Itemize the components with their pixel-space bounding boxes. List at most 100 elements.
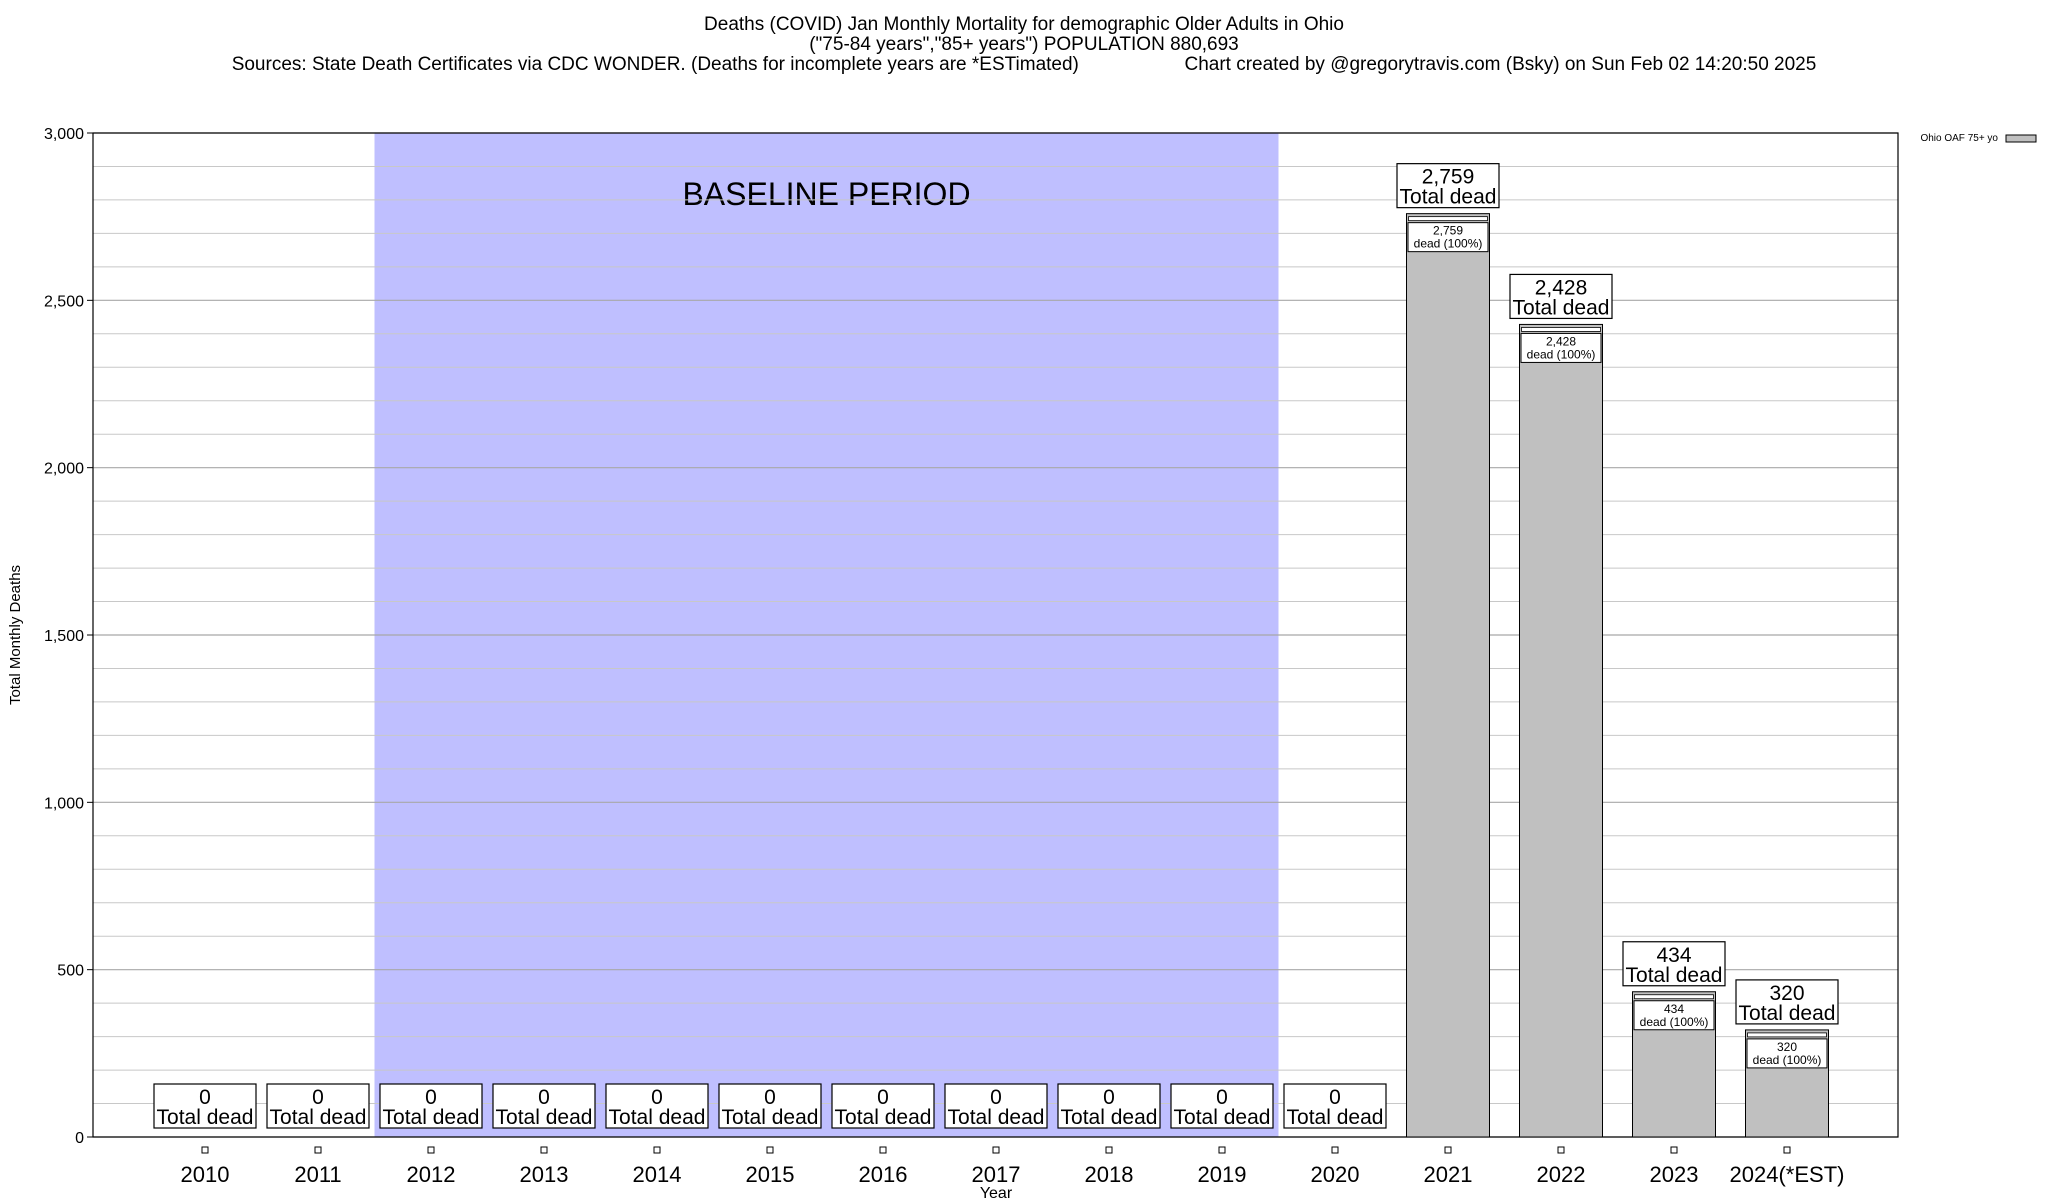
total-label-value: 2,428 [1535, 276, 1588, 299]
x-tick-marker [1331, 1146, 1339, 1154]
y-tick-label: 2,000 [44, 461, 84, 478]
total-label-value: 0 [764, 1086, 776, 1109]
x-tick-marker [314, 1146, 322, 1154]
x-tick-marker [1670, 1146, 1678, 1154]
total-label-box [492, 1083, 596, 1129]
total-label-value: 0 [990, 1086, 1002, 1109]
inner-label-value: 2,428 [1546, 334, 1576, 348]
total-label-box [266, 1083, 370, 1129]
total-label-suffix: Total dead [157, 1106, 254, 1129]
chart-title: Deaths (COVID) Jan Monthly Mortality for… [704, 14, 1344, 35]
x-tick-marker [1105, 1146, 1113, 1154]
total-label-suffix: Total dead [835, 1106, 932, 1129]
inner-label-value: 320 [1777, 1040, 1797, 1054]
x-tick-label: 2015 [746, 1162, 795, 1187]
total-label-box [718, 1083, 822, 1129]
x-tick-marker [201, 1146, 209, 1154]
x-tick-marker [879, 1146, 887, 1154]
baseline-period-label: BASELINE PERIOD [682, 176, 970, 212]
total-label-suffix: Total dead [1513, 296, 1610, 319]
total-label-box [1170, 1083, 1274, 1129]
y-tick-label: 500 [57, 963, 84, 980]
total-label-suffix: Total dead [1287, 1106, 1384, 1129]
total-label-value: 0 [1103, 1086, 1115, 1109]
total-label-box [1509, 273, 1613, 320]
x-tick-label: 2020 [1311, 1162, 1360, 1187]
x-tick-marker [427, 1146, 435, 1154]
total-label-box [1396, 163, 1500, 209]
total-label-suffix: Total dead [1400, 186, 1497, 209]
sources-text: Sources: State Death Certificates via CD… [231, 54, 1079, 75]
x-tick-marker [1444, 1146, 1452, 1154]
x-tick-label: 2017 [972, 1162, 1021, 1187]
total-label-value: 0 [199, 1086, 211, 1109]
total-label-value: 0 [538, 1086, 550, 1109]
x-tick-label: 2023 [1650, 1162, 1699, 1187]
total-label-box [379, 1083, 483, 1129]
x-axis-label: Year [980, 1185, 1013, 1200]
total-label-value: 0 [312, 1086, 324, 1109]
total-label-value: 0 [425, 1086, 437, 1109]
total-label-value: 0 [651, 1086, 663, 1109]
total-label-suffix: Total dead [1061, 1106, 1158, 1129]
inner-label-box [1633, 1000, 1715, 1031]
inner-label-percent: dead (100%) [1640, 1015, 1709, 1029]
inner-label-percent: dead (100%) [1414, 237, 1483, 251]
x-tick-label: 2013 [520, 1162, 569, 1187]
chart-subtitle: ("75-84 years","85+ years") POPULATION 8… [809, 34, 1239, 55]
inner-label-box [1520, 332, 1602, 363]
total-label-box [1283, 1083, 1387, 1129]
chart-sources-line: Sources: State Death Certificates via CD… [0, 54, 2048, 76]
total-label-box [1622, 941, 1726, 987]
total-label-value: 0 [1329, 1086, 1341, 1109]
total-label-suffix: Total dead [722, 1106, 819, 1129]
bar [1406, 213, 1490, 1138]
x-tick-marker [653, 1146, 661, 1154]
x-tick-marker [1218, 1146, 1226, 1154]
total-label-value: 2,759 [1422, 166, 1475, 189]
y-tick-label: 0 [75, 1130, 84, 1147]
x-tick-marker [1557, 1146, 1565, 1154]
x-tick-label: 2019 [1198, 1162, 1247, 1187]
total-label-suffix: Total dead [270, 1106, 367, 1129]
total-label-suffix: Total dead [1174, 1106, 1271, 1129]
total-label-value: 434 [1656, 944, 1691, 967]
total-label-box [153, 1083, 257, 1129]
total-label-suffix: Total dead [1626, 964, 1723, 987]
total-label-suffix: Total dead [948, 1106, 1045, 1129]
total-label-box [831, 1083, 935, 1129]
inner-label-box [1407, 222, 1489, 253]
total-label-box [1735, 979, 1839, 1025]
x-tick-label: 2012 [407, 1162, 456, 1187]
x-tick-marker [992, 1146, 1000, 1154]
legend-swatch [2005, 134, 2037, 143]
bar-cap [1521, 327, 1601, 332]
total-label-value: 0 [877, 1086, 889, 1109]
total-label-suffix: Total dead [609, 1106, 706, 1129]
legend-label: Ohio OAF 75+ yo [1920, 133, 1998, 144]
x-tick-marker [1783, 1146, 1791, 1154]
total-label-box [605, 1083, 709, 1129]
inner-label-value: 2,759 [1433, 224, 1463, 238]
x-tick-label: 2024(*EST) [1730, 1162, 1845, 1187]
y-axis-label: Total Monthly Deaths [7, 565, 24, 705]
total-label-value: 320 [1769, 982, 1804, 1005]
y-tick-label: 2,500 [44, 293, 84, 310]
inner-label-box [1746, 1038, 1828, 1069]
total-label-suffix: Total dead [1739, 1002, 1836, 1025]
x-tick-marker [766, 1146, 774, 1154]
x-tick-label: 2010 [181, 1162, 230, 1187]
x-tick-label: 2011 [294, 1162, 341, 1187]
bar-cap [1747, 1032, 1827, 1038]
bar-cap [1634, 994, 1714, 1000]
x-tick-marker [540, 1146, 548, 1154]
total-label-value: 0 [1216, 1086, 1228, 1109]
bar [1519, 323, 1603, 1138]
credit-text: Chart created by @gregorytravis.com (Bsk… [1184, 54, 1817, 75]
y-tick-label: 3,000 [44, 126, 84, 143]
total-label-box [1057, 1083, 1161, 1129]
inner-label-percent: dead (100%) [1527, 347, 1596, 361]
total-label-suffix: Total dead [496, 1106, 593, 1129]
inner-label-value: 434 [1664, 1002, 1684, 1016]
y-tick-label: 1,000 [44, 795, 84, 812]
